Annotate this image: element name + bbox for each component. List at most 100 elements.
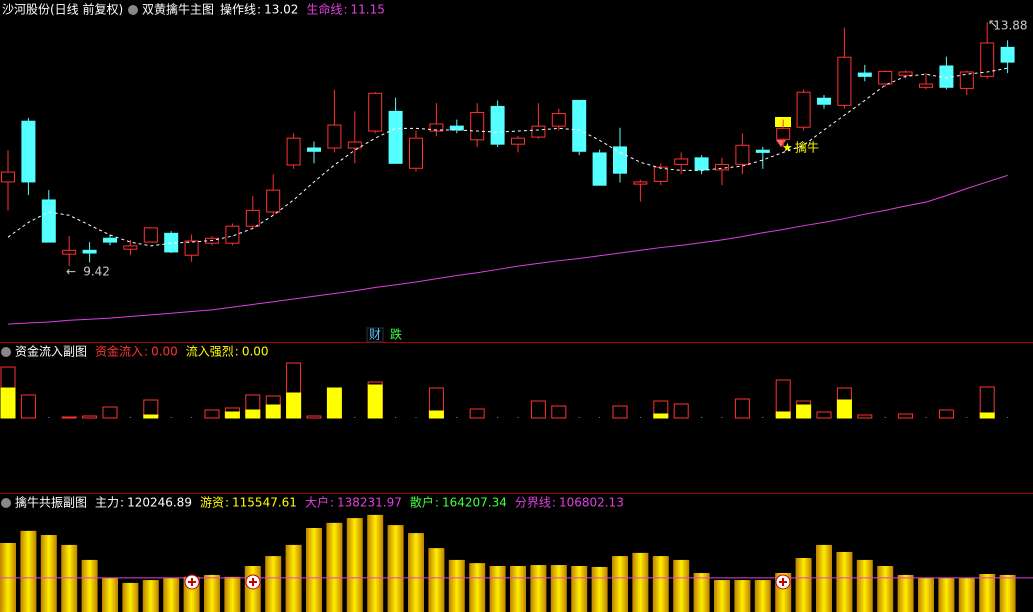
legend-value: 0.00 [242, 345, 269, 359]
bar [285, 544, 302, 612]
legend-name: 分界线 [515, 496, 551, 510]
bar [387, 525, 404, 612]
signals [184, 574, 791, 590]
legend-name: 操作线 [220, 2, 256, 17]
bar [958, 578, 975, 612]
candle-body [694, 157, 709, 171]
bar [938, 409, 954, 419]
bar [204, 574, 220, 612]
legend-value: 115547.61 [232, 496, 297, 510]
bar [510, 566, 526, 612]
bar [836, 551, 853, 612]
bar [306, 527, 322, 612]
candle-body [735, 144, 750, 165]
bar [979, 573, 996, 612]
candle-body [959, 71, 974, 89]
bar [163, 578, 180, 612]
bar [530, 400, 546, 419]
bar [571, 566, 588, 612]
bar [469, 408, 485, 419]
candle-body [470, 111, 485, 141]
bar [367, 514, 384, 612]
bar [367, 384, 383, 419]
legend-sep: : [257, 3, 261, 17]
zero-dot [1007, 417, 1009, 418]
candle-body [327, 124, 342, 149]
zero-dot [639, 417, 641, 418]
annotation: 财 [369, 328, 381, 342]
bar [652, 556, 669, 612]
bar [40, 535, 57, 612]
candle-body [755, 149, 770, 153]
candle-body [1, 171, 15, 183]
zero-dot [48, 417, 50, 418]
bar [102, 406, 118, 419]
indicator-line [7, 67, 1008, 247]
menu-icon[interactable] [1, 498, 11, 508]
candle-body [388, 110, 403, 164]
bar [754, 580, 771, 612]
bar [551, 405, 567, 419]
candle-body [776, 127, 791, 140]
bar [224, 411, 240, 419]
panel-title: 资金流入副图 [15, 344, 87, 359]
bar [734, 580, 751, 612]
bar [897, 574, 914, 612]
bar [550, 565, 567, 612]
bar [673, 403, 689, 419]
signal [188, 578, 196, 586]
bar [286, 392, 302, 419]
candle-body [41, 199, 56, 243]
candle-body [82, 249, 97, 254]
bar [20, 394, 36, 419]
arrow: ← [66, 265, 76, 279]
candle-body [1000, 46, 1015, 63]
zero-dot [191, 417, 193, 418]
legend-sep: : [120, 496, 124, 510]
zero-dot [354, 417, 356, 418]
zero-dot [599, 417, 601, 418]
zero-dot [517, 417, 519, 418]
menu-icon[interactable] [128, 5, 138, 15]
candle-body [919, 83, 933, 88]
legend-name: 散户 [410, 495, 434, 510]
zero-dot [925, 417, 927, 418]
zero-dot [497, 417, 499, 418]
badge [366, 327, 384, 343]
bar [81, 559, 98, 612]
bar [82, 415, 98, 419]
bar [734, 398, 750, 419]
bar [489, 566, 506, 612]
candle-body [857, 72, 872, 77]
bar [428, 548, 445, 612]
legend-sep: : [343, 3, 347, 17]
legend-value: 11.15 [350, 3, 384, 17]
candle-body [103, 237, 117, 243]
bar [346, 518, 363, 612]
zero-dot [170, 417, 172, 418]
stock-title: 沙河股份(日线 前复权) [2, 2, 123, 17]
bar [326, 387, 342, 419]
menu-icon[interactable] [1, 347, 11, 357]
legend-name: 大户 [305, 495, 329, 510]
bar [122, 582, 139, 612]
bar [265, 404, 281, 419]
candle-body [429, 123, 444, 132]
panel-title: 擒牛共振副图 [15, 495, 87, 510]
legend-value: 0.00 [151, 345, 178, 359]
candle-body [490, 105, 505, 145]
bar [653, 413, 669, 419]
candle-body [572, 99, 587, 152]
legend-sep: : [144, 345, 148, 359]
candle-body [653, 166, 668, 182]
bar [20, 530, 37, 612]
candle-body [837, 56, 852, 106]
legend-sep: : [330, 496, 334, 510]
bar [142, 580, 159, 612]
bar [61, 416, 77, 419]
bar [612, 405, 628, 419]
legend-value: 164207.34 [442, 496, 507, 510]
legend-sep: : [435, 496, 439, 510]
